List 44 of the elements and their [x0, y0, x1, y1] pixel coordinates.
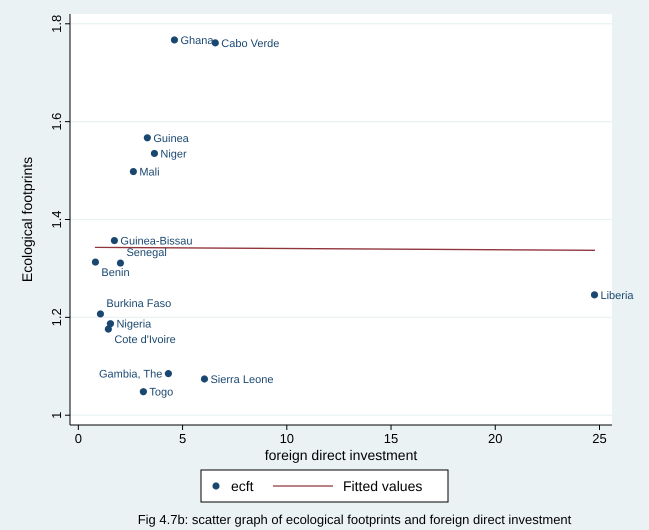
point — [104, 326, 112, 333]
point — [130, 168, 137, 176]
y-tick-label: 1.6 — [49, 112, 64, 131]
data-label: Nigeria — [116, 318, 152, 331]
point — [110, 236, 118, 244]
legend-label: ecft — [231, 478, 254, 494]
x-axis-title: foreign direct investment — [264, 447, 418, 463]
y-axis-title: Ecological footprints — [19, 156, 35, 282]
y-tick-label: 1 — [49, 412, 64, 419]
data-label: Gambia, The — [99, 368, 162, 381]
y-tick-label: 1.2 — [49, 308, 64, 326]
point — [170, 36, 178, 44]
legend-label: Fitted values — [343, 478, 422, 494]
data-label: Mali — [139, 166, 160, 179]
data-label: Cote d'Ivoire — [114, 334, 176, 346]
x-tick-label: 20 — [488, 431, 502, 446]
x-tick-label: 15 — [384, 431, 398, 446]
point — [96, 310, 104, 318]
data-label: Ghana — [180, 34, 214, 47]
data-label: Sierra Leone — [210, 374, 274, 386]
y-tick-label: 1.4 — [49, 210, 64, 229]
data-label: Niger — [160, 148, 188, 160]
x-tick-label: 25 — [592, 431, 607, 446]
x-tick-label: 0 — [74, 431, 82, 446]
point — [150, 150, 158, 158]
point — [144, 134, 151, 142]
point — [116, 259, 124, 267]
data-label: Guinea — [153, 132, 190, 145]
data-label: Guinea-Bissau — [120, 236, 193, 248]
x-tick-label: 10 — [280, 431, 294, 446]
caption: Fig 4.7b: scatter graph of ecological footprints and foreign direct investment — [138, 512, 572, 527]
data-label: Burkina Faso — [106, 298, 172, 310]
point — [92, 258, 100, 266]
point — [200, 375, 208, 383]
x-tick-label: 5 — [178, 431, 186, 446]
data-label: Togo — [149, 386, 174, 399]
point — [140, 388, 147, 396]
point — [164, 370, 172, 378]
data-label: Senegal — [126, 247, 167, 260]
data-label: Cabo Verde — [221, 38, 280, 50]
data-label: Liberia — [600, 290, 634, 302]
point — [590, 291, 598, 298]
y-tick-label: 1.8 — [49, 14, 64, 33]
data-label: Benin — [101, 267, 130, 280]
